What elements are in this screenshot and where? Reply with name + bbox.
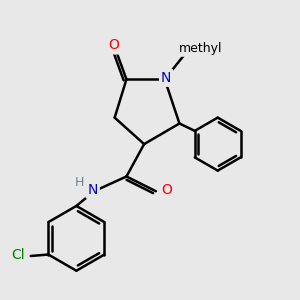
Text: H: H xyxy=(75,176,84,190)
Text: O: O xyxy=(162,183,172,197)
Text: N: N xyxy=(161,71,171,85)
Text: methyl: methyl xyxy=(179,42,222,55)
Text: N: N xyxy=(87,183,98,197)
Text: Cl: Cl xyxy=(11,248,25,262)
Text: O: O xyxy=(108,38,118,52)
